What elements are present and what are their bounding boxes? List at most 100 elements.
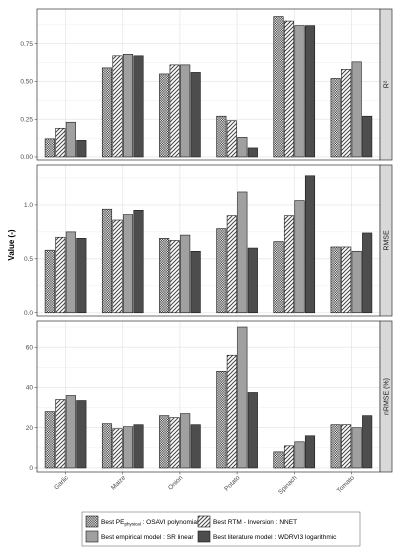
legend-key-2 [197, 515, 211, 528]
x-tick-label: Spinach [277, 474, 299, 496]
y-tick-label: 40 [26, 385, 34, 392]
bar-maize-series-1 [101, 67, 113, 158]
bar-garlic-series-3 [65, 395, 76, 469]
bar-spinach-series-2 [283, 445, 295, 469]
bar-potato-series-3 [237, 326, 248, 469]
x-tick-label: Tomato [336, 474, 356, 494]
facet-strip [379, 320, 393, 473]
bar-garlic-series-2 [55, 236, 66, 314]
bar-onion-series-1 [159, 238, 170, 314]
facet-strip-label: R² [383, 80, 390, 88]
y-tick-label: 0 [29, 465, 33, 472]
bar-potato-series-1 [216, 115, 227, 158]
bar-tomato-series-1 [330, 424, 341, 469]
y-tick-label: 60 [26, 344, 34, 351]
legend: Best PEphysical : OSAVI polynomial Best R… [81, 511, 361, 547]
bar-tomato-series-3 [351, 427, 362, 469]
bar-garlic-series-3 [65, 231, 76, 314]
bar-onion-series-2 [169, 64, 180, 158]
facet-strip [379, 8, 393, 161]
bar-potato-series-2 [226, 120, 237, 158]
y-tick-label: 0.50 [20, 79, 33, 86]
y-axis-label: Value (-) [7, 229, 16, 260]
y-tick-label: 0.0 [24, 310, 33, 317]
bar-tomato-series-2 [341, 69, 352, 158]
x-tick-label: Onion [167, 474, 184, 491]
bar-maize-series-2 [112, 428, 123, 469]
bar-spinach-series-1 [273, 451, 284, 469]
bar-spinach-series-3 [294, 441, 305, 469]
facet-strip-label: RMSE [383, 230, 390, 251]
bar-tomato-series-4 [362, 232, 373, 314]
bar-onion-series-1 [159, 415, 170, 469]
bar-spinach-series-1 [273, 241, 284, 314]
bar-garlic-series-1 [44, 249, 55, 314]
bar-onion-series-4 [190, 250, 201, 314]
panel-3: 0 20 40 60 nRMSE (%) [26, 320, 393, 473]
bar-maize-series-4 [133, 424, 144, 469]
bar-onion-series-2 [169, 417, 180, 469]
bar-spinach-series-4 [304, 25, 316, 158]
y-tick-label: 0.75 [20, 41, 33, 48]
bar-garlic-series-2 [55, 127, 66, 158]
bar-garlic-series-4 [76, 400, 87, 469]
bar-tomato-series-3 [351, 250, 362, 314]
legend-label-2: Best RTM - Inversion : NNET [213, 519, 297, 526]
panel-background [37, 165, 380, 316]
bar-tomato-series-2 [341, 246, 352, 314]
y-tick-label: 0.25 [20, 116, 33, 123]
bar-potato-series-3 [237, 191, 248, 314]
bar-tomato-series-1 [330, 78, 341, 158]
bar-potato-series-1 [216, 371, 227, 469]
bar-potato-series-4 [247, 392, 258, 469]
bar-garlic-series-2 [55, 399, 66, 469]
bar-tomato-series-4 [362, 415, 373, 469]
bar-maize-series-3 [122, 426, 134, 469]
bar-potato-series-4 [247, 247, 258, 314]
y-tick-label: 0.5 [24, 256, 33, 263]
bar-onion-series-4 [190, 72, 201, 158]
panel-background [37, 9, 380, 160]
bar-potato-series-1 [216, 228, 227, 314]
bar-potato-series-2 [226, 215, 237, 314]
bar-garlic-series-3 [65, 121, 76, 158]
bar-garlic-series-4 [76, 238, 87, 314]
legend-key-4 [197, 530, 211, 543]
bar-potato-series-2 [226, 354, 237, 469]
legend-key-3 [85, 530, 99, 543]
facet-strip [379, 164, 393, 317]
bar-maize-series-4 [133, 210, 144, 314]
bar-tomato-series-3 [351, 61, 362, 158]
bar-onion-series-1 [159, 73, 170, 158]
bar-spinach-series-2 [283, 215, 295, 314]
bar-tomato-series-4 [362, 115, 373, 158]
legend-box [81, 511, 361, 547]
panel-background [37, 321, 380, 472]
bar-garlic-series-1 [44, 138, 55, 158]
bar-spinach-series-3 [294, 25, 305, 158]
bar-spinach-series-4 [304, 175, 316, 314]
bar-spinach-series-3 [294, 200, 305, 314]
bar-onion-series-4 [190, 424, 201, 469]
x-tick-label: Potato [223, 474, 242, 493]
bar-onion-series-3 [180, 64, 191, 158]
bar-spinach-series-1 [273, 16, 284, 158]
y-tick-label: 1.0 [24, 202, 33, 209]
x-tick-label: Maize [110, 474, 127, 491]
bar-garlic-series-4 [76, 140, 87, 158]
bar-maize-series-1 [101, 423, 113, 469]
y-tick-label: 0.00 [20, 154, 33, 161]
bar-garlic-series-1 [44, 411, 55, 469]
legend-label-3: Best empirical model : SR linear [101, 534, 194, 541]
bar-potato-series-4 [247, 147, 258, 158]
bar-spinach-series-2 [283, 20, 295, 158]
bar-spinach-series-4 [304, 435, 316, 469]
legend-label-4: Best literature model : WDRVI3 logarithm… [213, 534, 337, 541]
bar-maize-series-2 [112, 55, 123, 158]
bar-maize-series-1 [101, 208, 113, 314]
panel-2: 0.0 0.5 1.0 RMSE [24, 164, 393, 317]
bar-maize-series-2 [112, 219, 123, 314]
bar-maize-series-3 [122, 214, 134, 314]
bar-tomato-series-2 [341, 424, 352, 469]
